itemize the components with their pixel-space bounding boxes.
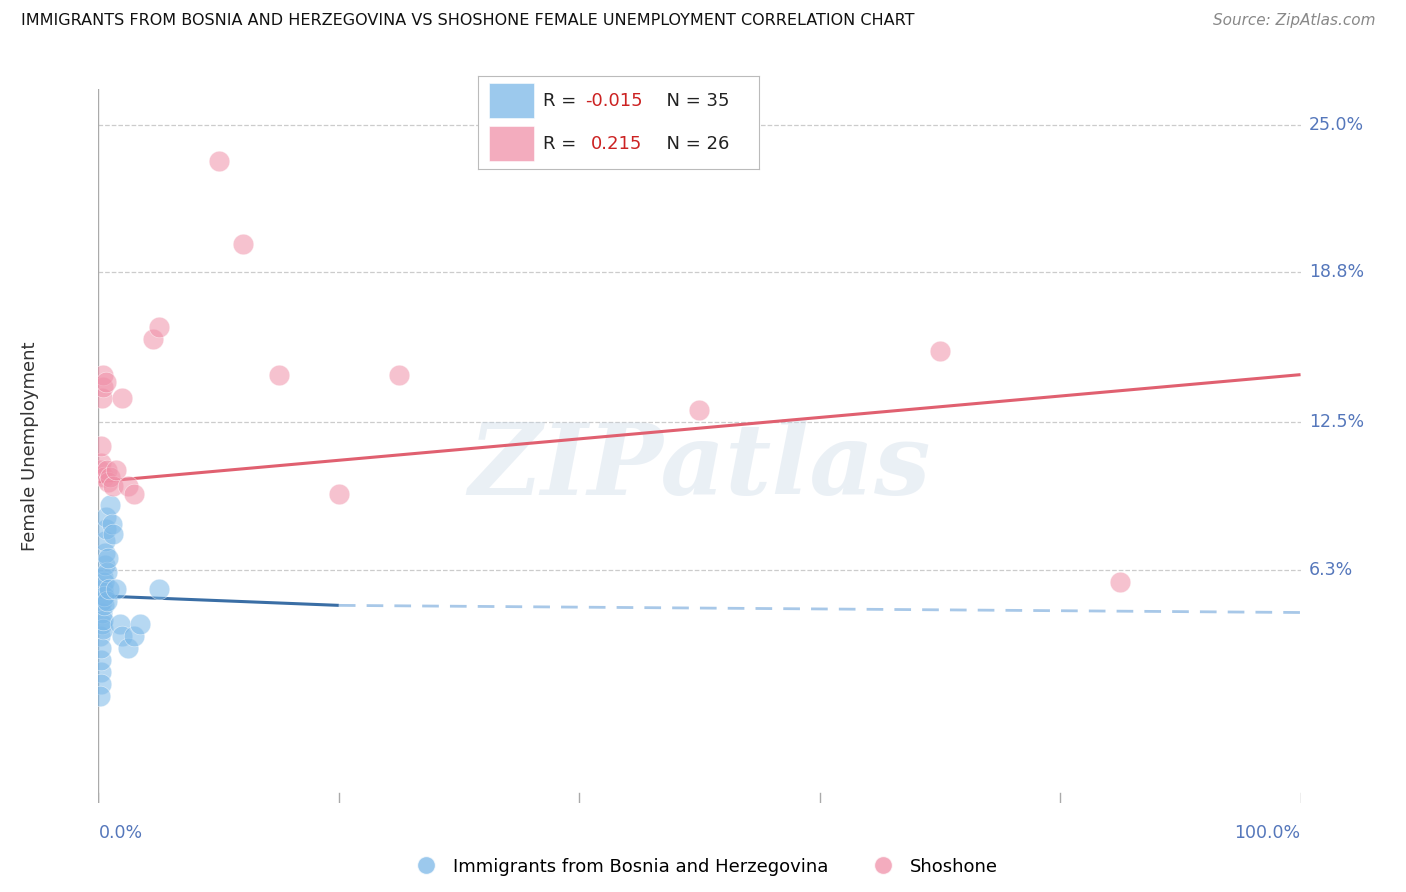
Point (91, 613, 114, 627)
Legend: Immigrants from Bosnia and Herzegovina, Shoshone: Immigrants from Bosnia and Herzegovina, … (401, 851, 1005, 883)
Point (328, 486, 350, 500)
Point (90, 439, 112, 453)
Point (388, 368, 411, 382)
Point (93, 599, 115, 613)
Point (93, 570, 115, 584)
Point (141, 332, 163, 346)
Point (232, 236, 254, 251)
Point (93, 589, 115, 603)
Point (101, 527, 124, 541)
Point (129, 617, 152, 632)
FancyBboxPatch shape (489, 83, 534, 118)
Text: N = 26: N = 26 (655, 136, 730, 153)
Point (94, 522, 117, 536)
Point (105, 582, 128, 596)
Point (1109, 574, 1132, 589)
Point (89, 463, 111, 477)
Point (928, 343, 950, 358)
Text: R =: R = (543, 136, 588, 153)
Point (111, 629, 134, 643)
Point (91, 392, 114, 406)
Text: Female Unemployment: Female Unemployment (21, 342, 39, 550)
Point (101, 479, 124, 493)
Point (91, 379, 114, 393)
Text: -0.015: -0.015 (585, 92, 643, 110)
Point (93, 470, 115, 484)
Point (148, 320, 170, 334)
Point (89, 629, 111, 643)
Point (148, 582, 170, 596)
Point (100, 499, 122, 513)
Point (208, 153, 231, 168)
Point (97, 550, 120, 565)
Point (117, 479, 139, 493)
Text: 25.0%: 25.0% (1309, 116, 1364, 134)
Point (97, 475, 120, 489)
Point (98, 582, 121, 596)
Point (91, 622, 114, 636)
Text: 0.0%: 0.0% (98, 824, 142, 842)
Point (91, 606, 114, 620)
Point (94, 546, 117, 560)
Point (90, 677, 112, 691)
Text: 0.215: 0.215 (591, 136, 643, 153)
Text: 12.5%: 12.5% (1309, 413, 1364, 431)
Point (90, 665, 112, 679)
Point (90, 456, 112, 470)
Text: R =: R = (543, 92, 582, 110)
Point (91, 368, 114, 382)
Point (96, 510, 118, 524)
Text: 18.8%: 18.8% (1309, 263, 1364, 281)
Text: ZIPatlas: ZIPatlas (468, 419, 931, 516)
Point (100, 517, 122, 532)
Point (96, 565, 118, 579)
Text: IMMIGRANTS FROM BOSNIA AND HERZEGOVINA VS SHOSHONE FEMALE UNEMPLOYMENT CORRELATI: IMMIGRANTS FROM BOSNIA AND HERZEGOVINA V… (21, 13, 914, 29)
Point (105, 463, 128, 477)
Point (100, 470, 122, 484)
Point (91, 593, 114, 607)
Point (108, 617, 131, 632)
Point (96, 593, 118, 607)
Point (93, 558, 115, 572)
Text: 100.0%: 100.0% (1234, 824, 1301, 842)
Point (111, 392, 134, 406)
Point (96, 463, 118, 477)
Point (94, 375, 117, 389)
Point (117, 641, 139, 656)
Point (267, 368, 290, 382)
Point (688, 403, 710, 417)
Point (124, 486, 146, 500)
Point (94, 534, 117, 549)
Point (90, 617, 112, 632)
Point (89, 689, 111, 703)
Point (93, 574, 115, 589)
Text: Source: ZipAtlas.com: Source: ZipAtlas.com (1212, 13, 1375, 29)
FancyBboxPatch shape (489, 127, 534, 161)
Point (90, 653, 112, 667)
Point (124, 629, 146, 643)
Point (91, 582, 114, 596)
Text: 6.3%: 6.3% (1309, 561, 1353, 579)
Text: N = 35: N = 35 (655, 92, 730, 110)
Point (90, 641, 112, 656)
